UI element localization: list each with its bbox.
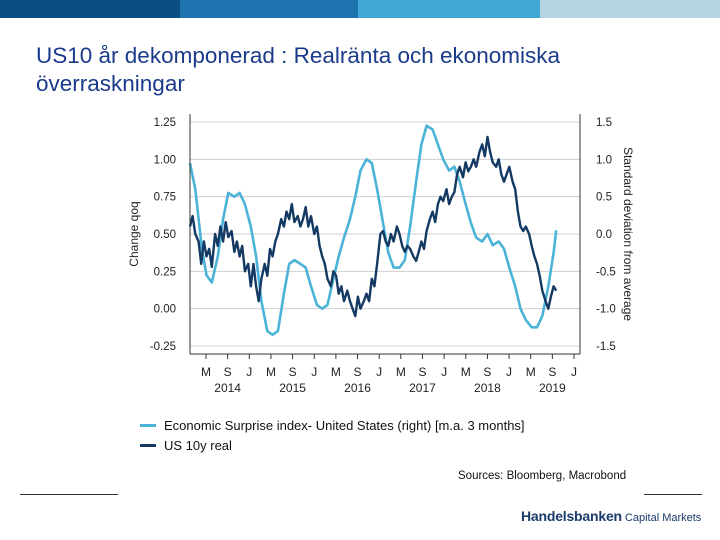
x-tick-label: S: [418, 365, 426, 379]
header-bar-segment-2: [180, 0, 358, 18]
x-tick-label: J: [506, 365, 512, 379]
y-left-tick-label: 0.50: [154, 229, 176, 241]
chart-frame: [189, 114, 581, 359]
x-tick-label: J: [311, 365, 317, 379]
x-year-label: 2016: [344, 381, 371, 395]
y-right-tick-label: 0.5: [596, 192, 612, 204]
y-right-tick-label: 1.0: [596, 154, 612, 166]
y-right-tick-label: -0.5: [596, 266, 616, 278]
x-year-label: 2018: [474, 381, 501, 395]
y-left-tick-label: 1.00: [154, 154, 176, 166]
legend-swatch-surprise: [140, 424, 156, 427]
x-year-label: 2019: [539, 381, 566, 395]
x-tick-label: S: [548, 365, 556, 379]
header-bar-segment-4: [540, 0, 720, 18]
x-tick-label: J: [441, 365, 447, 379]
x-tick-label: S: [354, 365, 362, 379]
brand-subtitle: Capital Markets: [624, 512, 702, 524]
x-tick-label: S: [289, 365, 297, 379]
x-year-label: 2014: [214, 381, 241, 395]
brand-logo: Handelsbanken Capital Markets: [521, 508, 701, 526]
x-year-label: 2017: [409, 381, 436, 395]
header-color-bar: [0, 0, 720, 18]
y-right-tick-label: 1.5: [596, 117, 612, 129]
source-note: Sources: Bloomberg, Macrobond: [458, 470, 627, 482]
x-tick-label: M: [266, 365, 276, 379]
chart-series: [188, 124, 558, 337]
series-line-real: [188, 135, 558, 318]
x-tick-label: M: [331, 365, 341, 379]
y-left-tick-label: 0.00: [154, 304, 176, 316]
y-left-tick-label: 0.25: [154, 266, 176, 278]
x-tick-label: M: [396, 365, 406, 379]
footer-rule-left: [20, 494, 118, 495]
brand-name: Handelsbanken: [521, 508, 622, 524]
x-tick-label: M: [461, 365, 471, 379]
legend-swatch-real: [140, 444, 156, 447]
legend-label-real: US 10y real: [164, 438, 232, 453]
legend-item-real: US 10y real: [140, 438, 232, 453]
slide-title: US10 år dekomponerad : Realränta och eko…: [36, 43, 561, 96]
legend-label-surprise: Economic Surprise index- United States (…: [164, 418, 525, 433]
legend-item-surprise: Economic Surprise index- United States (…: [140, 418, 525, 433]
x-tick-label: J: [376, 365, 382, 379]
x-tick-label: J: [571, 365, 577, 379]
y-left-tick-label: 1.25: [154, 117, 176, 129]
header-bar-segment-3: [358, 0, 540, 18]
y-right-tick-label: -1.5: [596, 341, 616, 353]
y-right-tick-label: 0.0: [596, 229, 612, 241]
y-right-axis-title: Standard deviation from average: [621, 147, 635, 321]
x-tick-label: J: [246, 365, 252, 379]
x-tick-label: S: [224, 365, 232, 379]
footer-rule-right: [644, 494, 702, 495]
line-chart: 1.25 1.00 0.75 0.50 0.25 0.00 -0.25 1.5 1.0 0.5 0.…: [127, 114, 635, 395]
x-tick-label: S: [483, 365, 491, 379]
series-line-surprise: [188, 124, 558, 337]
y-left-axis-title: Change qoq: [127, 201, 141, 266]
header-bar-segment-1: [0, 0, 180, 18]
x-tick-label: M: [201, 365, 211, 379]
y-left-tick-label: 0.75: [154, 192, 176, 204]
chart-labels: 1.25 1.00 0.75 0.50 0.25 0.00 -0.25 1.5 1.0 0.5 0.…: [127, 117, 635, 395]
y-right-tick-label: -1.0: [596, 304, 616, 316]
x-tick-label: M: [526, 365, 536, 379]
x-year-label: 2015: [279, 381, 306, 395]
y-left-tick-label: -0.25: [150, 341, 176, 353]
